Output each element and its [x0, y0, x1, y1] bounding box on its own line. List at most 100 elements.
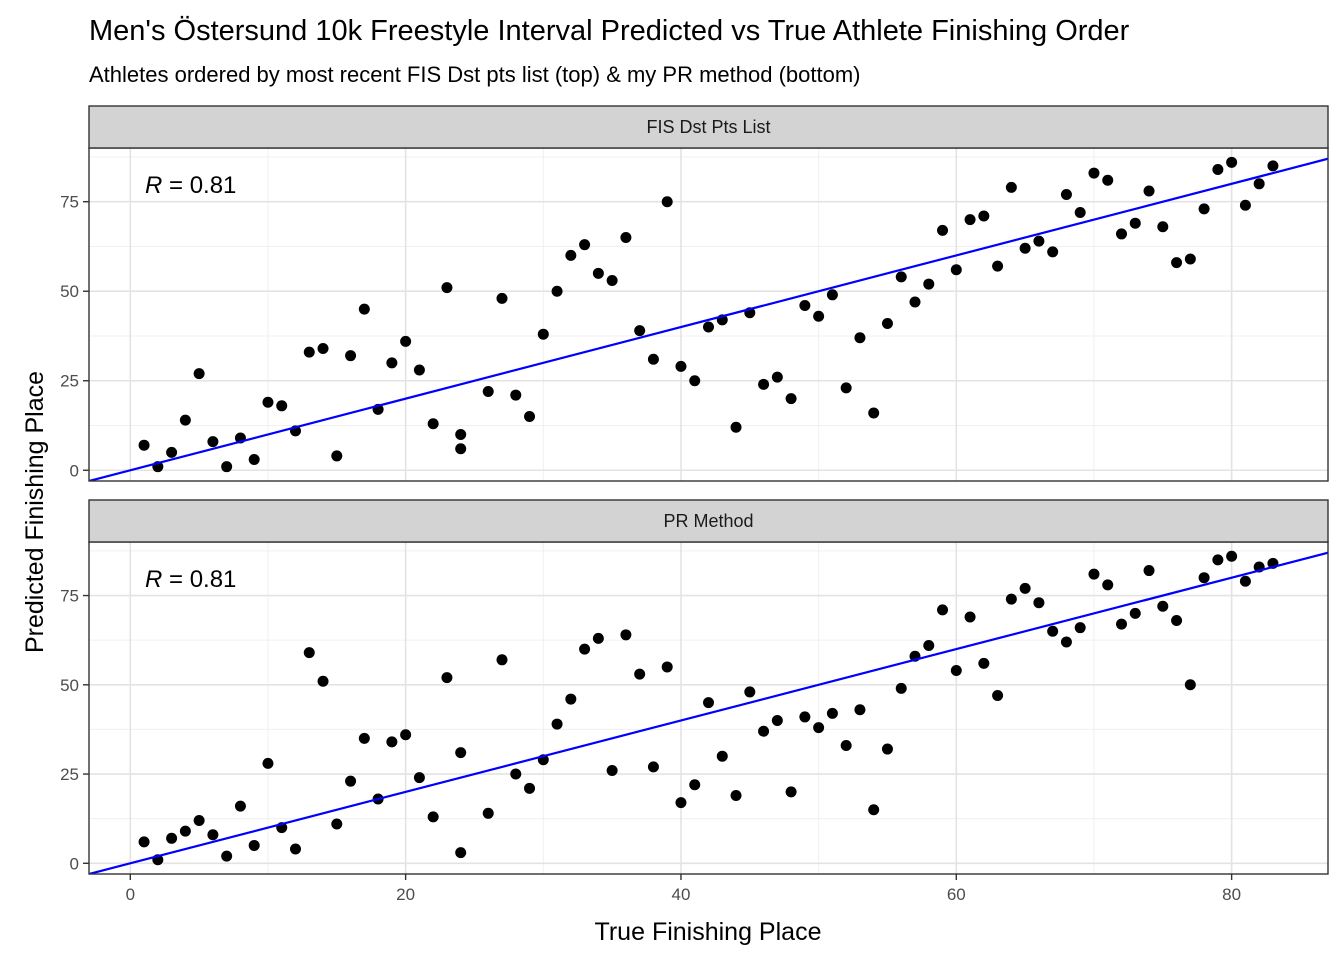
y-tick-label: 75 — [60, 587, 79, 606]
strip-label: PR Method — [663, 511, 753, 531]
scatter-point — [400, 335, 412, 347]
scatter-point — [1239, 199, 1251, 211]
scatter-point — [992, 260, 1004, 272]
scatter-point — [1102, 579, 1114, 591]
scatter-point — [193, 368, 205, 380]
panel-background — [89, 148, 1328, 481]
scatter-point — [1184, 679, 1196, 691]
chart-title: Men's Östersund 10k Freestyle Interval P… — [89, 15, 1130, 47]
scatter-point — [358, 303, 370, 315]
scatter-point — [179, 414, 191, 426]
scatter-point — [1239, 575, 1251, 587]
scatter-point — [1019, 582, 1031, 594]
scatter-point — [551, 285, 563, 297]
scatter-point — [496, 292, 508, 304]
scatter-point — [565, 693, 577, 705]
scatter-point — [1129, 607, 1141, 619]
scatter-point — [1226, 156, 1238, 168]
scatter-point — [207, 436, 219, 448]
scatter-point — [1143, 185, 1155, 197]
scatter-point — [647, 761, 659, 773]
scatter-point — [964, 611, 976, 623]
x-tick-label: 60 — [947, 885, 966, 904]
scatter-point — [524, 411, 536, 423]
scatter-point — [345, 350, 357, 362]
x-axis-title: True Finishing Place — [595, 918, 822, 946]
scatter-point — [537, 328, 549, 340]
x-tick-label: 20 — [396, 885, 415, 904]
scatter-point — [579, 239, 591, 251]
correlation-label: R = 0.81 — [145, 566, 236, 593]
x-tick-label: 80 — [1222, 885, 1241, 904]
scatter-point — [881, 743, 893, 755]
reference-line — [89, 551, 1328, 874]
scatter-point — [923, 278, 935, 290]
scatter-point — [895, 271, 907, 283]
scatter-point — [345, 775, 357, 787]
scatter-point — [317, 343, 329, 355]
scatter-point — [923, 640, 935, 652]
correlation-label: R = 0.81 — [145, 172, 236, 199]
scatter-point — [166, 832, 178, 844]
y-tick-label: 50 — [60, 676, 79, 695]
scatter-point — [689, 375, 701, 387]
scatter-point — [1198, 203, 1210, 215]
scatter-point — [455, 443, 467, 455]
scatter-point — [854, 332, 866, 344]
scatter-point — [1047, 246, 1059, 258]
scatter-point — [675, 360, 687, 372]
scatter-point — [799, 300, 811, 312]
scatter-point — [1033, 235, 1045, 247]
scatter-point — [221, 850, 233, 862]
scatter-point — [331, 450, 343, 462]
scatter-point — [386, 357, 398, 369]
scatter-point — [744, 686, 756, 698]
strip-label: FIS Dst Pts List — [646, 117, 770, 137]
scatter-point — [441, 282, 453, 294]
scatter-point — [482, 807, 494, 819]
scatter-point — [730, 789, 742, 801]
scatter-point — [854, 704, 866, 716]
scatter-point — [1157, 221, 1169, 233]
scatter-point — [978, 210, 990, 222]
scatter-point — [441, 672, 453, 684]
scatter-point — [317, 675, 329, 687]
scatter-point — [937, 604, 949, 616]
scatter-point — [785, 786, 797, 798]
scatter-point — [620, 232, 632, 244]
scatter-point — [785, 393, 797, 405]
scatter-point — [826, 707, 838, 719]
scatter-point — [179, 825, 191, 837]
scatter-point — [675, 797, 687, 809]
scatter-point — [840, 739, 852, 751]
y-tick-label: 0 — [70, 854, 79, 873]
scatter-point — [909, 296, 921, 308]
scatter-point — [703, 697, 714, 709]
scatter-point — [840, 382, 852, 394]
scatter-point — [1212, 554, 1224, 566]
reference-line — [89, 157, 1328, 481]
scatter-point — [138, 439, 150, 451]
scatter-point — [579, 643, 591, 655]
scatter-point — [881, 317, 893, 329]
scatter-point — [799, 711, 811, 723]
scatter-point — [992, 690, 1004, 702]
scatter-point — [1005, 593, 1017, 605]
scatter-point — [413, 772, 425, 784]
scatter-point — [730, 421, 742, 433]
correlation-value: = 0.81 — [162, 566, 236, 593]
scatter-points — [138, 156, 1279, 473]
scatter-point — [248, 454, 260, 466]
y-tick-label: 25 — [60, 372, 79, 391]
strip-background — [88, 105, 1329, 149]
scatter-point — [1102, 174, 1114, 186]
x-tick-label: 40 — [672, 885, 691, 904]
scatter-point — [262, 757, 274, 769]
scatter-point — [262, 396, 274, 408]
scatter-point — [813, 722, 825, 734]
scatter-point — [606, 274, 618, 286]
scatter-point — [427, 418, 439, 430]
scatter-point — [1088, 167, 1100, 179]
scatter-point — [234, 800, 246, 812]
